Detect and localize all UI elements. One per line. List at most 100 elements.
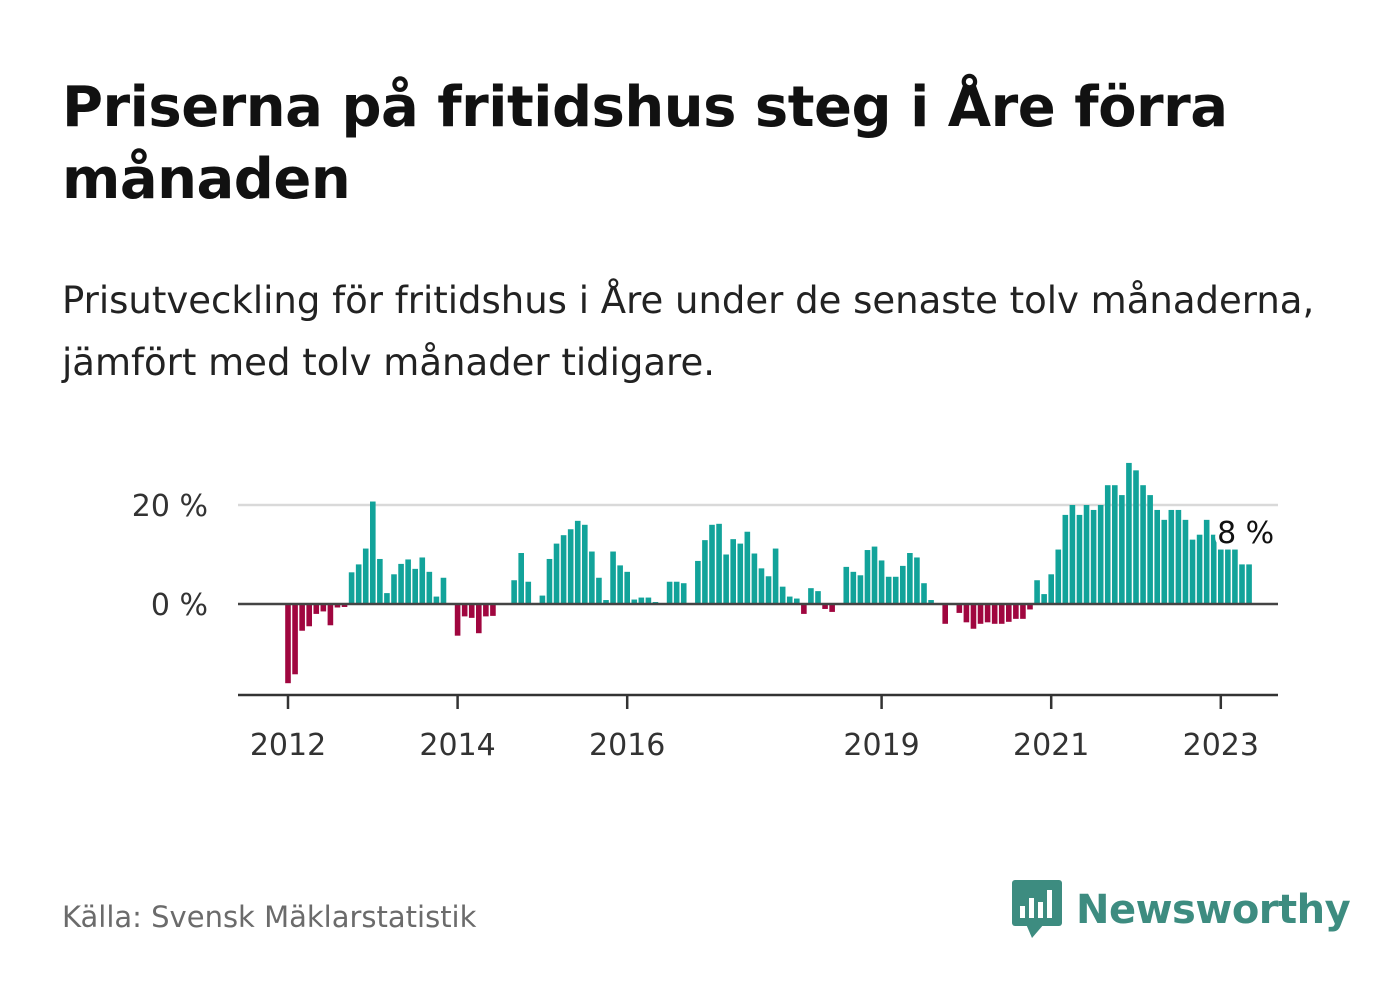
x-tick-label: 2019 [843,728,919,763]
bar [1210,534,1217,604]
bar [956,604,963,613]
bar [744,531,751,604]
bar [963,604,970,623]
bar [758,568,765,604]
bar [370,501,376,604]
bar [1119,495,1125,604]
bar [1097,505,1104,604]
bar [977,604,984,624]
bar [440,577,447,604]
bar [907,553,913,604]
bar [984,604,991,623]
bar [299,604,305,631]
bar [914,557,920,604]
bar [560,535,567,604]
bar [1182,519,1189,604]
bar [398,563,404,604]
bar [313,604,320,614]
bar [1104,485,1111,604]
bar [362,548,369,604]
bar [801,604,807,614]
bar [1083,505,1090,604]
bar-chart-speech-bubble-icon [1012,880,1062,938]
bar [320,604,327,612]
bar [1203,519,1210,604]
bar [348,572,355,604]
bar [730,539,736,604]
last-value-label: 8 % [1217,516,1274,551]
bar-chart: 0 % 20 % 2012 2014 2016 2019 2021 2023 8 % [132,462,1278,763]
bar [1168,509,1175,604]
axes [238,602,1278,709]
bar [384,593,390,604]
brand-logo[interactable]: Newsworthy [1012,880,1351,940]
bar [327,604,334,626]
bar [815,591,821,604]
bar [928,600,934,604]
bar [511,580,517,604]
bar [476,604,482,634]
bar [822,604,828,609]
bar [610,551,616,604]
bar [1140,485,1146,604]
bar [751,553,758,604]
bar [1189,539,1196,604]
bar [426,571,433,604]
bar [864,550,871,604]
bar [1006,604,1012,622]
bar [723,554,729,604]
bar [702,540,708,604]
bar [1232,549,1238,604]
bar [574,520,581,604]
bar [461,604,468,617]
bar [518,553,524,604]
bar [1013,604,1019,619]
bar [638,597,645,604]
bar [1225,549,1231,604]
bar [991,604,998,624]
source-note: Källa: Svensk Mäklarstatistik [62,900,477,934]
bar [695,560,701,604]
bar [1218,549,1224,604]
labels: 0 % 20 % 2012 2014 2016 2019 2021 2023 8 % [132,489,1278,763]
bar [850,571,857,604]
bar [292,604,298,675]
bar [624,571,630,604]
bar [857,575,864,604]
bar [765,576,772,604]
chart-title: Priserna på fritidshus steg i Åre förra … [62,75,1228,212]
brand-name: Newsworthy [1076,887,1351,933]
bar [1239,564,1245,604]
bar [589,551,595,604]
bar [285,604,291,684]
bar [539,595,546,604]
bar [1246,564,1252,604]
y-tick-label: 20 % [132,489,208,524]
bar [468,604,475,618]
bar [878,560,885,604]
bar [1041,594,1047,604]
bar [808,588,814,604]
bar [666,581,673,604]
bar [454,604,461,636]
bar [786,596,793,604]
bar [779,586,786,604]
bar [1133,470,1139,604]
bar [892,576,899,604]
bar [829,604,835,612]
bar [306,604,312,627]
bar [1048,574,1054,604]
bar [772,548,779,604]
bar [1112,485,1118,604]
chart-subtitle: Prisutveckling för fritidshus i Åre unde… [62,279,1315,384]
bar [1076,514,1083,604]
bar [871,546,878,604]
bar [546,558,553,604]
bar [1069,505,1076,604]
bar [525,581,532,604]
bar [716,523,722,604]
bar [617,565,623,604]
x-tick-label: 2012 [250,728,326,763]
bar [1126,462,1132,604]
x-tick-label: 2014 [419,728,495,763]
